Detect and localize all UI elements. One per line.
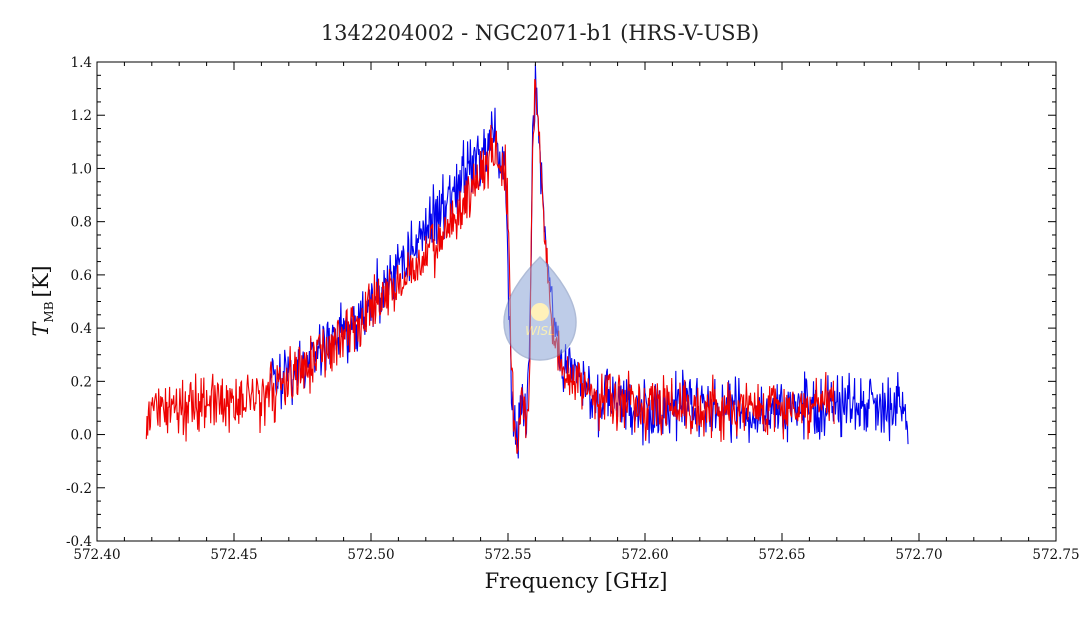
y-axis-label: TMB [K] [29,265,56,336]
y-axis-label-symbol: T [29,321,53,337]
svg-text:TMB[K]: TMB [K] [29,265,56,336]
x-axis-label: Frequency [GHz] [485,569,668,593]
spectrum-series-line-0 [269,64,909,459]
y-tick-label: -0.4 [66,534,92,550]
x-tick-label: 572.50 [347,547,394,563]
y-axis: -0.4 -0.2 0.0 0.2 0.4 0.6 0.8 1.0 1.2 1.4 [66,55,1056,550]
y-tick-label: 1.4 [71,55,92,71]
watermark-logo: WISL [503,255,577,361]
x-tick-label: 572.75 [1032,547,1079,563]
x-tick-label: 572.65 [758,547,805,563]
y-tick-label: 0.0 [71,428,92,444]
y-axis-label-subscript: MB [42,301,56,322]
y-tick-label: 1.0 [71,161,92,177]
x-tick-label: 572.55 [484,547,531,563]
x-tick-label: 572.45 [210,547,257,563]
x-tick-label: 572.40 [73,547,120,563]
y-tick-label: 0.6 [71,268,92,284]
x-tick-label: 572.70 [895,547,942,563]
y-axis-label-unit: [K] [29,265,53,297]
x-axis: 572.40 572.45 572.50 572.55 572.60 572.65 572.… [73,62,1080,563]
plot-frame [96,61,1057,542]
y-tick-label: -0.2 [66,481,92,497]
chart-title: 1342204002 - NGC2071-b1 (HRS-V-USB) [321,21,759,45]
plot-series-group [145,64,909,459]
y-tick-label: 0.8 [71,215,92,231]
y-tick-label: 0.4 [71,321,92,337]
watermark-text: WISL [525,324,555,338]
x-tick-label: 572.60 [621,547,668,563]
y-tick-label: 1.2 [71,108,92,124]
y-tick-label: 0.2 [71,374,92,390]
spectrum-series-line-1 [145,78,835,454]
